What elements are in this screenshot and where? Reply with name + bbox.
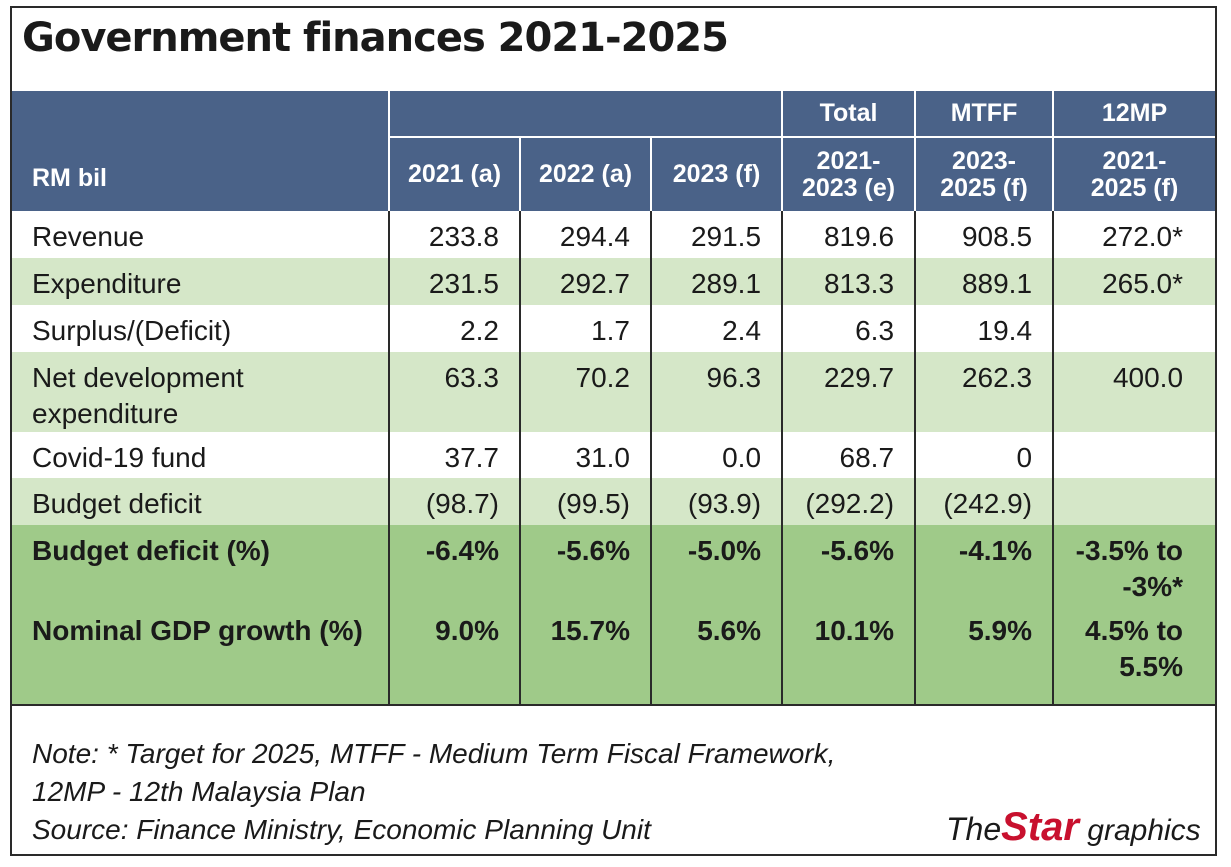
table-cell: -5.6% xyxy=(781,525,916,605)
table-cell: 70.2 xyxy=(519,352,651,432)
column-header-0: 2021 (a) xyxy=(388,136,520,211)
table-cell: 4.5% to 5.5% xyxy=(1052,605,1216,706)
table-row: Nominal GDP growth (%) 9.0% 15.7% 5.6% 10.1%… xyxy=(12,605,1216,706)
row-label: Expenditure xyxy=(12,258,389,305)
row-label: Budget deficit xyxy=(12,478,389,525)
table-row: Surplus/(Deficit) 2.2 1.7 2.4 6.3 19.4 xyxy=(12,305,1216,352)
column-header-4: 2023- 2025 (f) xyxy=(914,136,1054,211)
row-label: Surplus/(Deficit) xyxy=(12,305,389,352)
note-line-1: Note: * Target for 2025, MTFF - Medium T… xyxy=(32,738,836,769)
chart-title: Government finances 2021-2025 xyxy=(22,15,729,61)
note-line-2: 12MP - 12th Malaysia Plan xyxy=(32,776,366,807)
table-cell: 229.7 xyxy=(781,352,916,432)
source-line: Source: Finance Ministry, Economic Plann… xyxy=(32,814,651,845)
table-row: Net development expenditure 63.3 70.2 96.3 2… xyxy=(12,352,1216,432)
row-label: Nominal GDP growth (%) xyxy=(12,605,389,706)
table-cell: (242.9) xyxy=(914,478,1054,525)
table-cell xyxy=(1052,478,1216,525)
table-cell: (98.7) xyxy=(388,478,520,525)
table-cell: 2.2 xyxy=(388,305,520,352)
table-cell: 0 xyxy=(914,432,1054,478)
table-cell: 813.3 xyxy=(781,258,916,305)
table-cell: 5.6% xyxy=(649,605,783,706)
table-cell xyxy=(1052,432,1216,478)
row-label: Covid-19 fund xyxy=(12,432,389,478)
table-cell: 292.7 xyxy=(519,258,651,305)
table-cell: 1.7 xyxy=(519,305,651,352)
table-body: Revenue 233.8 294.4 291.5 819.6 908.5 272.0* Ex… xyxy=(12,211,1216,706)
table-row: Budget deficit (%) -6.4% -5.6% -5.0% -5.6% -4… xyxy=(12,525,1216,605)
logo-graphics: graphics xyxy=(1078,814,1201,847)
header-group-12mp: 12MP xyxy=(1052,91,1216,137)
finance-table: RM bil Total MTFF 12MP 2021 (a) 2022 (a) 2… xyxy=(12,91,1216,706)
table-cell: 37.7 xyxy=(388,432,520,478)
header-group-mtff: MTFF xyxy=(914,91,1054,137)
table-cell: 63.3 xyxy=(388,352,520,432)
table-cell: -3.5% to -3%* xyxy=(1052,525,1216,605)
table-cell: 400.0 xyxy=(1052,352,1216,432)
table-cell: -5.6% xyxy=(519,525,651,605)
footnote: Note: * Target for 2025, MTFF - Medium T… xyxy=(32,735,835,849)
thestar-graphics-logo: TheStar graphics xyxy=(946,805,1201,850)
table-cell: -5.0% xyxy=(649,525,783,605)
table-cell: 294.4 xyxy=(519,211,651,258)
header-group-total: Total xyxy=(781,91,916,137)
table-cell: 9.0% xyxy=(388,605,520,706)
table-cell: 31.0 xyxy=(519,432,651,478)
table-cell: (292.2) xyxy=(781,478,916,525)
table-cell: 5.9% xyxy=(914,605,1054,706)
column-header-2: 2023 (f) xyxy=(649,136,783,211)
logo-the: The xyxy=(946,811,1002,847)
column-header-1: 2022 (a) xyxy=(519,136,651,211)
table-cell: (93.9) xyxy=(649,478,783,525)
table-cell: 889.1 xyxy=(914,258,1054,305)
table-cell: 19.4 xyxy=(914,305,1054,352)
column-header-3: 2021- 2023 (e) xyxy=(781,136,916,211)
table-cell: (99.5) xyxy=(519,478,651,525)
table-cell: 15.7% xyxy=(519,605,651,706)
header-group-empty xyxy=(387,91,783,137)
row-label: Revenue xyxy=(12,211,389,258)
table-cell xyxy=(1052,305,1216,352)
table-cell: 291.5 xyxy=(649,211,783,258)
table-cell: 68.7 xyxy=(781,432,916,478)
table-cell: 262.3 xyxy=(914,352,1054,432)
header-column-row: 2021 (a) 2022 (a) 2023 (f) 2021- 2023 (e) 20… xyxy=(12,136,1216,211)
table-cell: -6.4% xyxy=(388,525,520,605)
table-cell: 96.3 xyxy=(649,352,783,432)
column-header-5: 2021- 2025 (f) xyxy=(1052,136,1216,211)
table-cell: 908.5 xyxy=(914,211,1054,258)
table-cell: -4.1% xyxy=(914,525,1054,605)
table-row: Revenue 233.8 294.4 291.5 819.6 908.5 272.0* xyxy=(12,211,1216,258)
table-cell: 10.1% xyxy=(781,605,916,706)
header-group-row: RM bil Total MTFF 12MP xyxy=(12,91,1216,211)
row-label: Net development expenditure xyxy=(12,352,389,432)
table-cell: 289.1 xyxy=(649,258,783,305)
table-row: Expenditure 231.5 292.7 289.1 813.3 889.1 265.… xyxy=(12,258,1216,305)
logo-star: Star xyxy=(1001,805,1079,849)
table-cell: 819.6 xyxy=(781,211,916,258)
table-cell: 2.4 xyxy=(649,305,783,352)
row-label: Budget deficit (%) xyxy=(12,525,389,605)
table-cell: 6.3 xyxy=(781,305,916,352)
table-cell: 265.0* xyxy=(1052,258,1216,305)
table-cell: 233.8 xyxy=(388,211,520,258)
table-cell: 231.5 xyxy=(388,258,520,305)
table-row: Budget deficit (98.7) (99.5) (93.9) (292.2)(… xyxy=(12,478,1216,525)
table-cell: 0.0 xyxy=(649,432,783,478)
table-row: Covid-19 fund 37.7 31.0 0.0 68.7 0 xyxy=(12,432,1216,478)
table-cell: 272.0* xyxy=(1052,211,1216,258)
header-corner-cell: RM bil xyxy=(12,91,389,211)
